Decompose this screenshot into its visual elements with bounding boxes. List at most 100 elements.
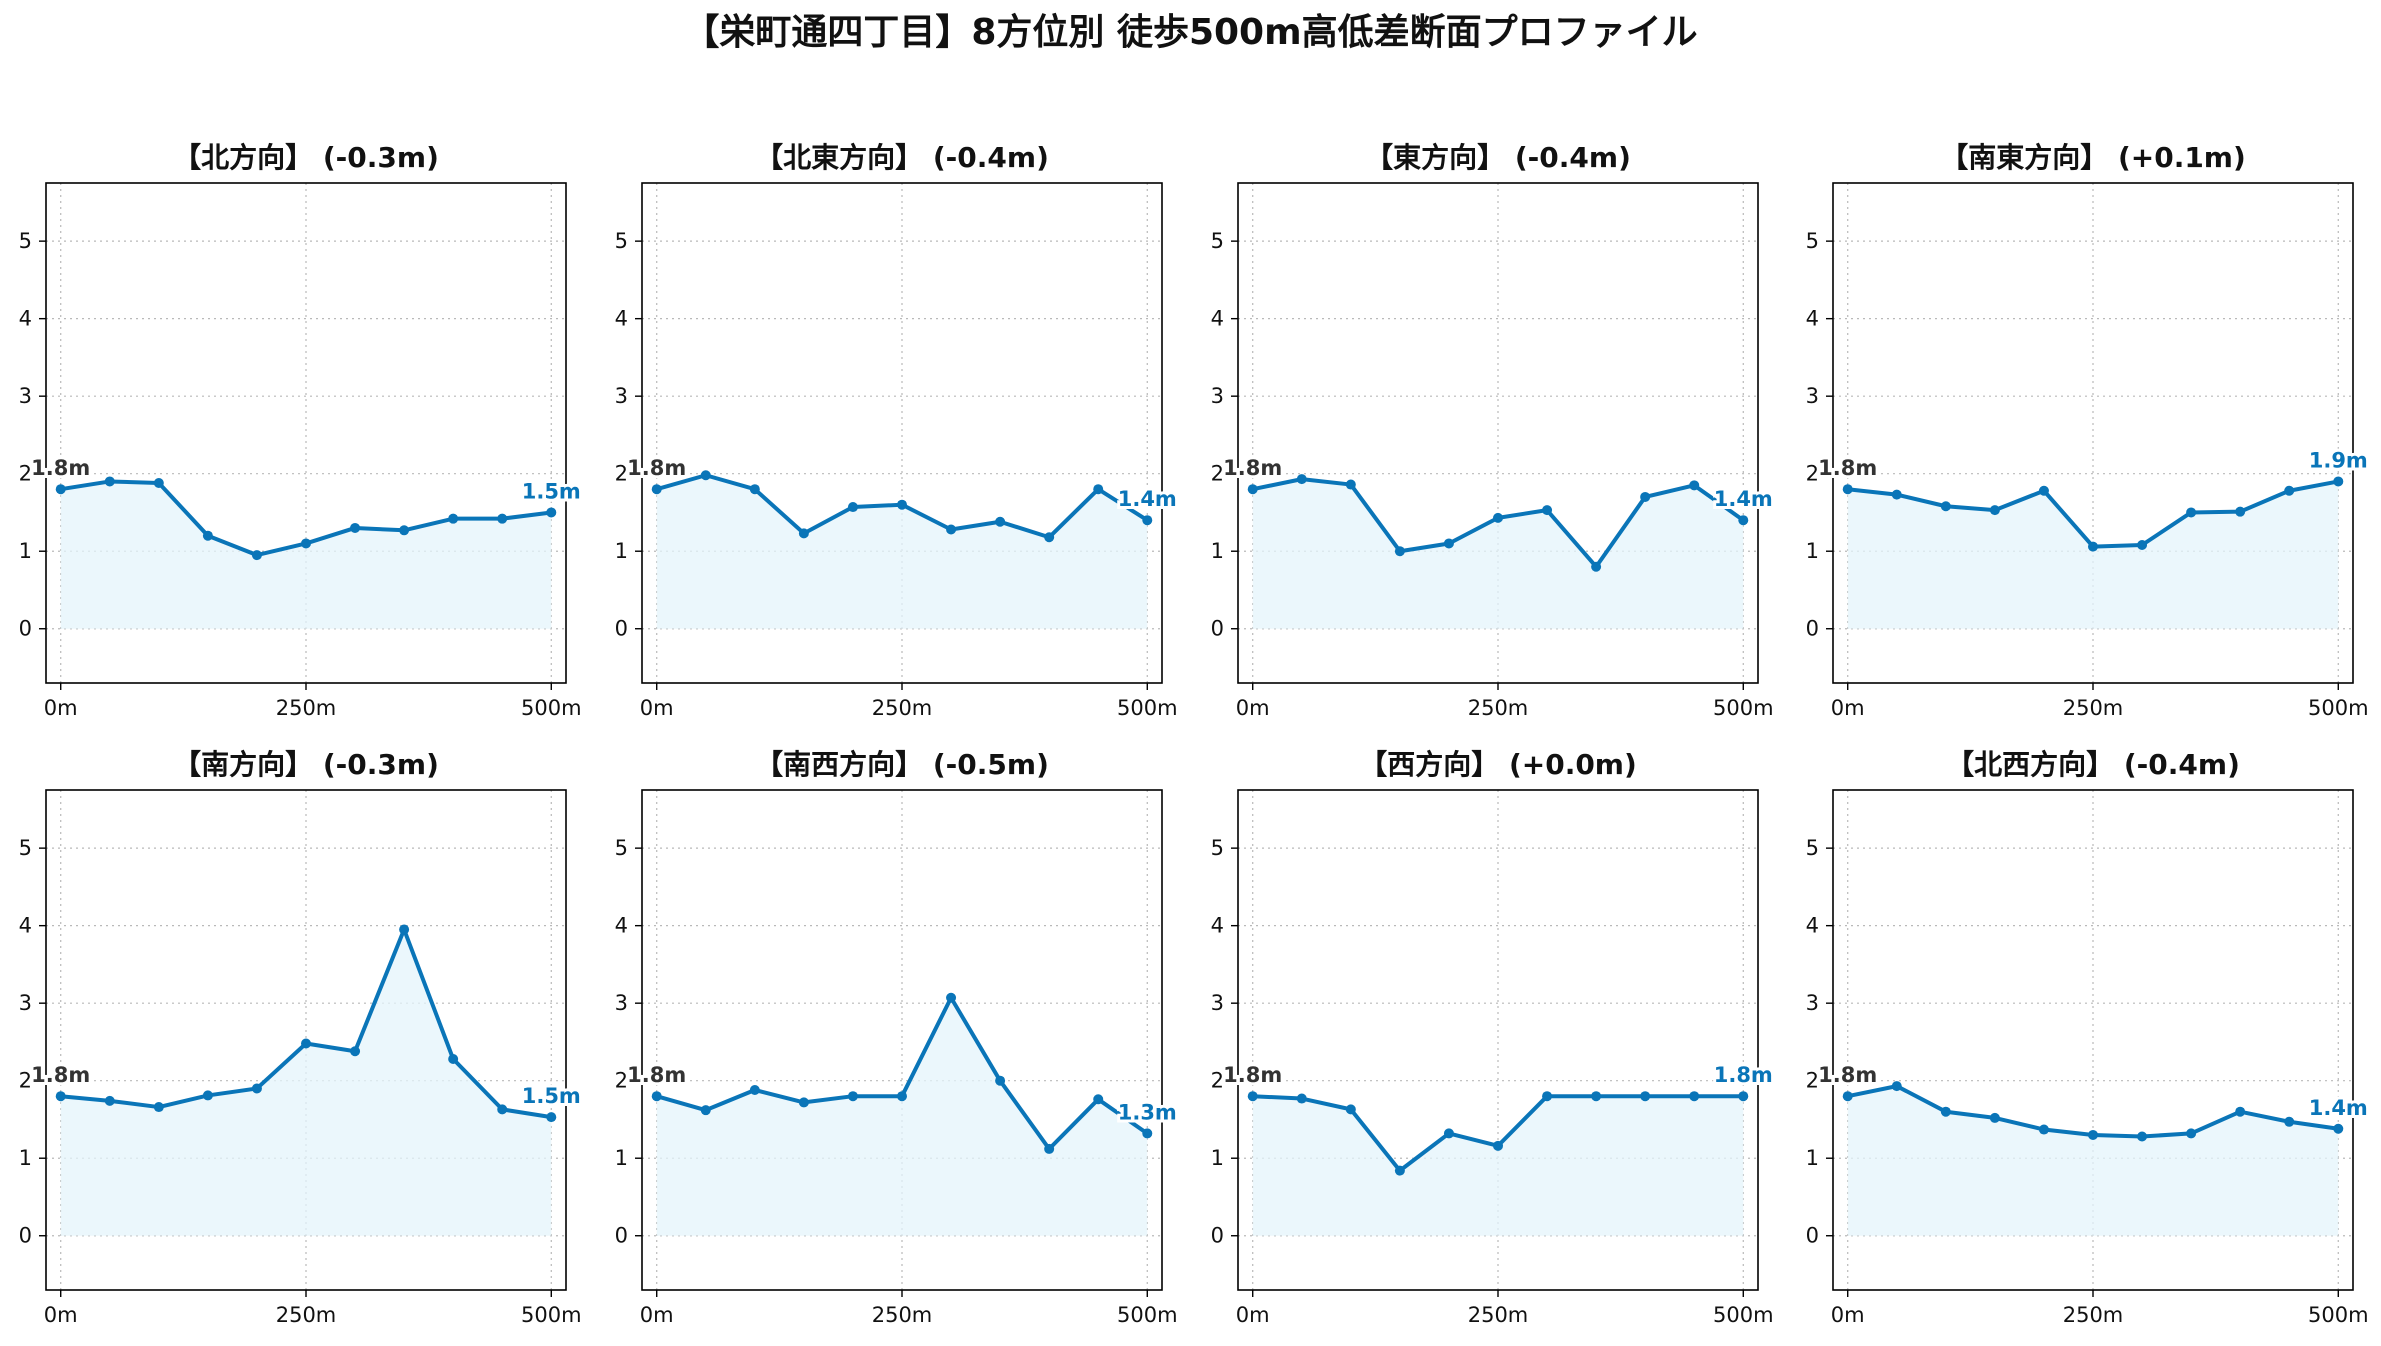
data-point: [104, 1095, 115, 1106]
x-tick-label: 250m: [1468, 696, 1529, 720]
end-elevation-label: 1.5m: [522, 479, 581, 503]
x-tick-label: 500m: [2308, 1303, 2369, 1327]
data-point: [202, 530, 213, 541]
area-fill: [1847, 481, 2339, 629]
data-point: [1443, 1128, 1454, 1139]
x-tick-label: 250m: [872, 1303, 933, 1327]
data-point: [1247, 484, 1258, 495]
y-tick-label: 0: [19, 617, 32, 641]
chart-panel-4: 【南方向】 (-0.3m) 0 1 2 3 4 5 0m 250m 500m 1.8m 1.5m: [19, 748, 584, 1327]
data-point: [1738, 1091, 1749, 1102]
data-point: [749, 484, 760, 495]
data-point: [1345, 479, 1356, 490]
chart-panel-3: 【南東方向】 (+0.1m) 0 1 2 3 4 5 0m 250m 500m 1.8m 1.9m: [1806, 141, 2371, 720]
y-tick-label: 4: [1211, 307, 1224, 331]
data-point: [2333, 476, 2344, 487]
area-fill: [60, 481, 552, 629]
y-tick-label: 3: [19, 384, 32, 408]
y-tick-label: 2: [615, 462, 628, 486]
x-tick-label: 0m: [44, 696, 78, 720]
y-tick-label: 3: [1806, 991, 1819, 1015]
y-tick-label: 2: [19, 1069, 32, 1093]
figure-title: 【栄町通四丁目】8方位別 徒歩500m高低差断面プロファイル: [683, 12, 1698, 53]
chart-panel-1: 【北東方向】 (-0.4m) 0 1 2 3 4 5 0m 250m 500m 1.8m 1.4m: [615, 141, 1180, 720]
panel-title: 【北西方向】 (-0.4m): [1946, 748, 2240, 781]
data-point: [448, 1053, 459, 1064]
data-point: [301, 1038, 311, 1049]
data-point: [301, 538, 311, 549]
y-tick-label: 1: [615, 539, 628, 563]
data-point: [2284, 485, 2295, 496]
end-elevation-label: 1.8m: [1714, 1063, 1773, 1087]
data-point: [350, 1046, 361, 1057]
data-point: [1842, 484, 1853, 495]
y-tick-label: 3: [615, 384, 628, 408]
data-point: [55, 484, 66, 495]
data-point: [651, 1091, 662, 1102]
x-tick-label: 250m: [2063, 1303, 2124, 1327]
x-tick-label: 250m: [276, 696, 337, 720]
data-point: [1891, 1081, 1902, 1092]
y-tick-label: 5: [1806, 229, 1819, 253]
data-point: [2235, 1106, 2246, 1117]
panel-title: 【西方向】 (+0.0m): [1359, 748, 1637, 781]
y-tick-label: 5: [615, 229, 628, 253]
y-tick-label: 0: [1211, 617, 1224, 641]
data-point: [1394, 546, 1405, 557]
x-tick-label: 0m: [44, 1303, 78, 1327]
x-tick-label: 0m: [1236, 1303, 1270, 1327]
data-point: [1842, 1091, 1853, 1102]
chart-panel-2: 【東方向】 (-0.4m) 0 1 2 3 4 5 0m 250m 500m 1.8m 1.4m: [1211, 141, 1776, 720]
data-point: [1296, 474, 1307, 485]
data-point: [1142, 515, 1153, 526]
data-point: [497, 1104, 508, 1115]
data-point: [2088, 541, 2098, 552]
data-point: [1542, 505, 1553, 516]
start-elevation-label: 1.8m: [1818, 1063, 1877, 1087]
chart-panel-7: 【北西方向】 (-0.4m) 0 1 2 3 4 5 0m 250m 500m 1.8m 1.4m: [1806, 748, 2371, 1327]
x-tick-label: 250m: [872, 696, 933, 720]
data-point: [202, 1090, 213, 1101]
data-point: [448, 513, 459, 524]
data-point: [1591, 1091, 1602, 1102]
data-point: [847, 1091, 858, 1102]
area-fill: [656, 475, 1148, 629]
start-elevation-label: 1.8m: [1223, 456, 1282, 480]
y-tick-label: 2: [615, 1069, 628, 1093]
data-point: [1940, 501, 1951, 512]
data-point: [1493, 1140, 1503, 1151]
data-point: [104, 476, 115, 487]
data-point: [1591, 561, 1602, 572]
data-point: [153, 478, 164, 488]
y-tick-label: 1: [1806, 1146, 1819, 1170]
y-tick-label: 2: [1211, 462, 1224, 486]
data-point: [153, 1102, 164, 1113]
data-point: [946, 524, 957, 535]
y-tick-label: 4: [615, 914, 628, 938]
data-point: [798, 1097, 809, 1108]
data-point: [1247, 1091, 1258, 1102]
data-point: [995, 516, 1006, 527]
x-tick-label: 500m: [1713, 1303, 1774, 1327]
y-tick-label: 2: [1806, 1069, 1819, 1093]
y-tick-label: 5: [615, 836, 628, 860]
data-point: [2137, 540, 2148, 551]
data-point: [2186, 507, 2197, 518]
data-point: [946, 992, 957, 1003]
y-tick-label: 4: [19, 914, 32, 938]
data-point: [1640, 491, 1651, 502]
y-tick-label: 1: [1211, 539, 1224, 563]
y-tick-label: 1: [19, 1146, 32, 1170]
y-tick-label: 5: [19, 836, 32, 860]
y-tick-label: 5: [1806, 836, 1819, 860]
x-tick-label: 0m: [1831, 1303, 1865, 1327]
y-tick-label: 0: [615, 1224, 628, 1248]
data-point: [55, 1091, 66, 1102]
y-tick-label: 4: [1806, 307, 1819, 331]
data-point: [2235, 506, 2246, 517]
y-tick-label: 4: [1806, 914, 1819, 938]
y-tick-label: 5: [1211, 836, 1224, 860]
data-point: [897, 499, 907, 510]
data-point: [1093, 1094, 1104, 1105]
